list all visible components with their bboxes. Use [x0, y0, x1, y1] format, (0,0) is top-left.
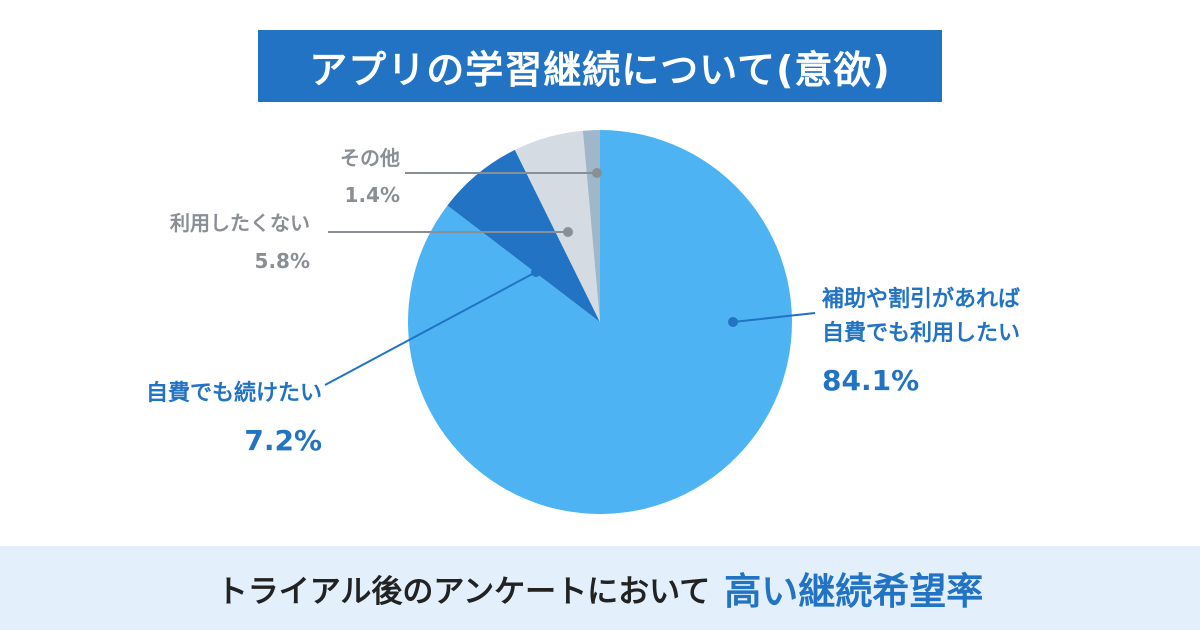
leader-line — [324, 271, 537, 386]
chart-title: アプリの学習継続について(意欲) — [309, 47, 891, 92]
pie-slice — [582, 130, 600, 322]
slice-value-label: 5.8% — [255, 249, 310, 273]
leader-dot — [563, 227, 573, 237]
slice-label: 自費でも利用したい — [822, 320, 1020, 346]
leader-line — [732, 312, 816, 323]
slice-value-label: 84.1% — [822, 364, 919, 397]
slice-label: 補助や割引があれば — [821, 286, 1020, 312]
slice-value-label: 1.4% — [345, 183, 400, 207]
pie-slice — [514, 130, 600, 322]
pie-slice — [447, 149, 600, 322]
footer-banner: トライアル後のアンケートにおいて 高い継続希望率 — [0, 546, 1200, 630]
slice-value-label: 7.2% — [244, 424, 322, 457]
leader-dot — [728, 317, 738, 327]
footer-text: トライアル後のアンケートにおいて — [216, 573, 711, 610]
leader-dot — [592, 168, 602, 178]
chart-title-banner: アプリの学習継続について(意欲) — [258, 30, 942, 102]
leader-dot — [531, 267, 541, 277]
slice-label: その他 — [340, 146, 400, 170]
footer-emphasis: 高い継続希望率 — [724, 570, 984, 613]
slice-label: 利用したくない — [170, 211, 310, 235]
slice-label: 自費でも続けたい — [146, 380, 322, 406]
